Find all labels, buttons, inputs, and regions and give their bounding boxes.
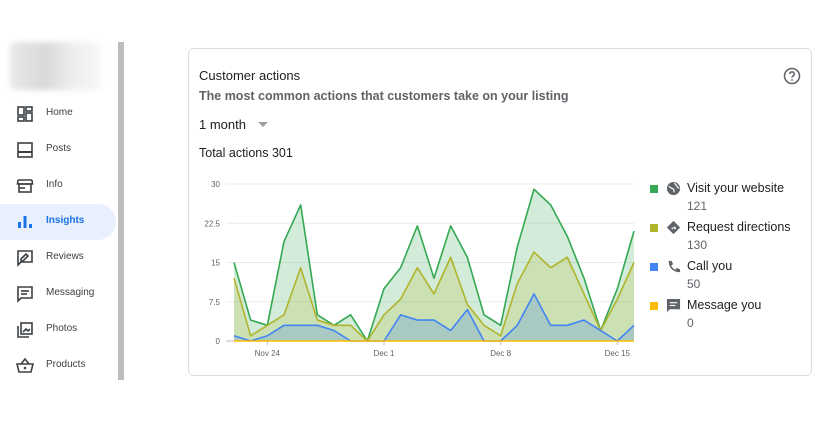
customer-actions-chart: 0 7.5 15 22.5 30 Nov 24 Dec 1 Dec 8 Dec 15 xyxy=(204,180,635,358)
series-area-directions xyxy=(234,252,634,341)
date-range-value: 1 month xyxy=(199,117,246,132)
posts-icon xyxy=(16,141,34,159)
series-area-call xyxy=(234,293,634,341)
legend-label: Visit your website xyxy=(687,181,785,195)
x-tick-label: Dec 1 xyxy=(374,349,395,358)
sidebar-item-insights[interactable]: Insights xyxy=(0,204,116,240)
card-title: Customer actions xyxy=(199,68,301,83)
y-tick-label: 7.5 xyxy=(209,298,221,307)
total-actions: Total actions 301 xyxy=(199,146,293,160)
legend-value: 50 xyxy=(687,277,701,291)
series-line-website xyxy=(233,188,635,342)
legend-value: 130 xyxy=(687,238,708,252)
legend-label: Request directions xyxy=(687,220,791,234)
sidebar-item-label: Home xyxy=(46,107,73,118)
x-tick-label: Nov 24 xyxy=(255,349,281,358)
y-tick-label: 22.5 xyxy=(204,219,220,228)
y-tick-label: 0 xyxy=(216,337,221,346)
sidebar-item-posts[interactable]: Posts xyxy=(0,132,116,168)
help-icon[interactable] xyxy=(783,67,801,85)
phone-icon xyxy=(666,259,681,274)
legend-value: 121 xyxy=(687,199,708,213)
sidebar-item-label: Posts xyxy=(46,143,72,154)
sidebar: Home Posts Info Insights Reviews Messagi… xyxy=(0,0,118,380)
sidebar-item-label: Photos xyxy=(46,323,78,334)
legend-swatch xyxy=(650,224,658,232)
legend-item-call: Call you 50 xyxy=(650,257,810,297)
legend-item-message: Message you 0 xyxy=(650,296,810,336)
date-range-dropdown[interactable]: 1 month xyxy=(199,117,268,132)
sidebar-item-reviews[interactable]: Reviews xyxy=(0,240,116,276)
business-logo xyxy=(10,42,100,90)
sidebar-item-photos[interactable]: Photos xyxy=(0,312,116,348)
sidebar-item-info[interactable]: Info xyxy=(0,168,116,204)
series-area-website xyxy=(234,189,634,341)
sidebar-item-products[interactable]: Products xyxy=(0,348,116,384)
legend-swatch xyxy=(650,185,658,193)
card-subtitle: The most common actions that customers t… xyxy=(199,89,569,103)
x-tick-label: Dec 8 xyxy=(490,349,511,358)
globe-icon xyxy=(666,181,681,196)
basket-icon xyxy=(15,357,35,375)
sidebar-item-messaging[interactable]: Messaging xyxy=(0,276,116,312)
y-tick-label: 30 xyxy=(211,180,220,189)
legend-item-directions: Request directions 130 xyxy=(650,218,810,258)
sidebar-item-label: Insights xyxy=(46,215,85,226)
sidebar-item-home[interactable]: Home xyxy=(0,96,116,132)
customer-actions-card: Customer actions The most common actions… xyxy=(188,48,812,376)
photo-library-icon xyxy=(16,321,34,339)
legend-item-website: Visit your website 121 xyxy=(650,179,810,219)
series-line-call xyxy=(233,293,635,342)
sidebar-item-label: Reviews xyxy=(46,251,84,262)
legend-value: 0 xyxy=(687,316,694,330)
rate-review-icon xyxy=(16,249,34,267)
dashboard-icon xyxy=(16,105,34,123)
sidebar-item-label: Info xyxy=(46,179,63,190)
sidebar-item-label: Products xyxy=(46,359,86,370)
legend-swatch xyxy=(650,302,658,310)
x-tick-label: Dec 15 xyxy=(605,349,631,358)
storefront-icon xyxy=(16,177,34,195)
chat-icon xyxy=(666,298,681,313)
legend-swatch xyxy=(650,263,658,271)
legend-label: Message you xyxy=(687,298,762,312)
sidebar-item-label: Messaging xyxy=(46,287,95,298)
sidebar-scrollbar[interactable] xyxy=(118,42,124,380)
legend-label: Call you xyxy=(687,259,733,273)
directions-icon xyxy=(666,220,681,235)
message-icon xyxy=(16,285,34,303)
chevron-down-icon xyxy=(257,122,268,127)
series-line-directions xyxy=(233,251,635,342)
y-tick-label: 15 xyxy=(211,259,220,268)
bar-chart-icon xyxy=(16,213,34,231)
